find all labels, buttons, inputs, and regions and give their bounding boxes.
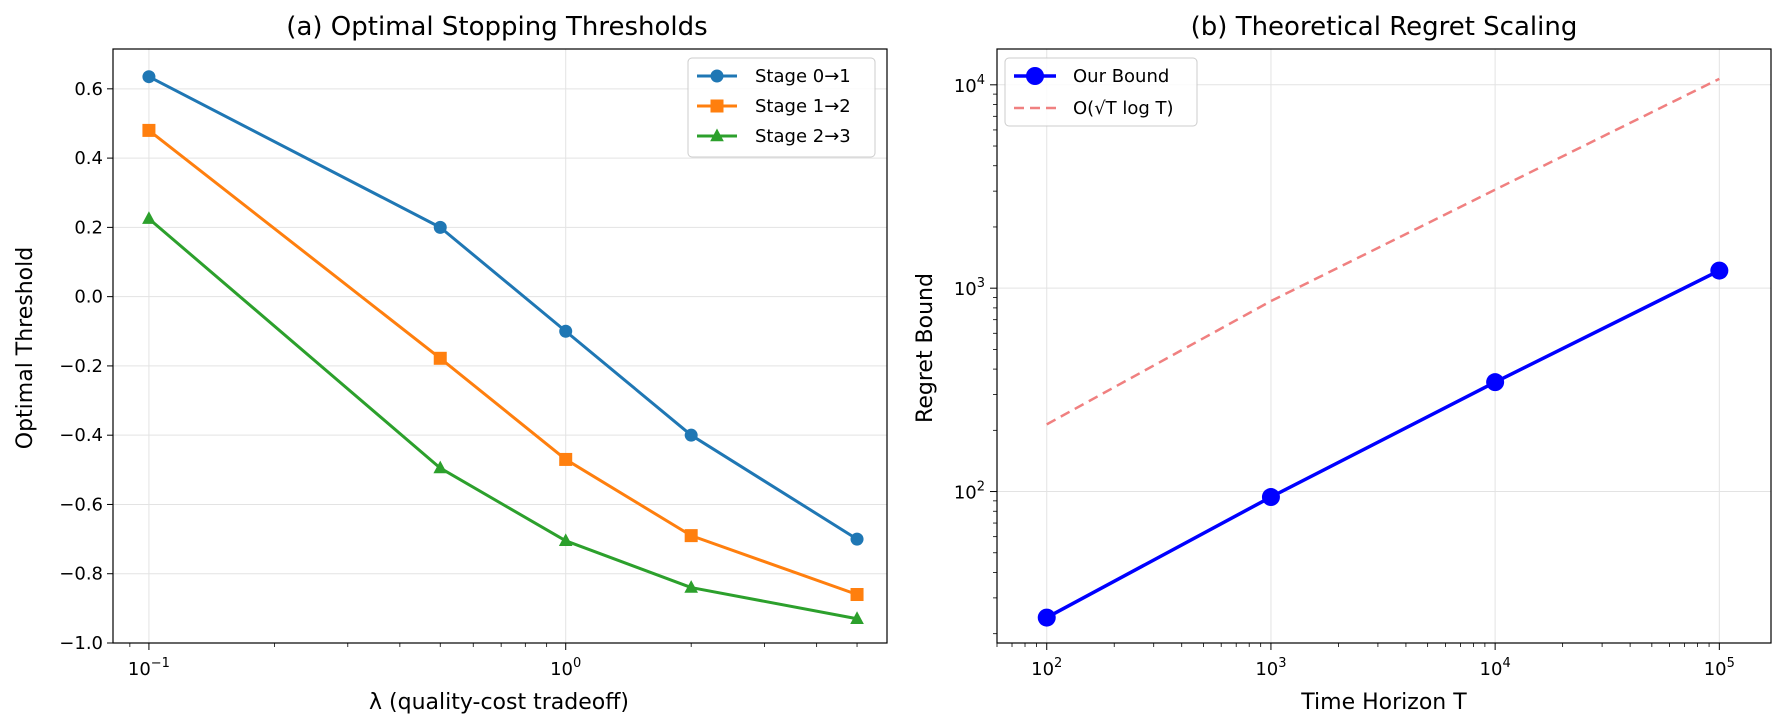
panel-a-ytick-label: −0.6 [59, 494, 103, 515]
panel-a-ytick-label: 0.4 [74, 148, 103, 169]
panel-a: (a) Optimal Stopping Thresholds 0.6 0.4 0.… [13, 12, 888, 715]
panel-b-ylabel: Regret Bound [913, 273, 938, 423]
panel-b-xtick-label-exp: 3 [1278, 656, 1286, 671]
panel-a-point-1-1 [433, 351, 447, 365]
panel-a-xtick-label: 100 [550, 656, 581, 680]
panel-b-series-line-0 [1045, 269, 1721, 620]
panel-a-legend: Stage 0→1 Stage 1→2 Stage 2→3 [687, 57, 876, 158]
panel-b-ytick-label: 103 [954, 276, 985, 300]
panel-b-xtick-label-base: 10 [1704, 659, 1727, 680]
panel-a-point-2-0 [142, 211, 156, 224]
panel-a-ytick-label: −1.0 [59, 633, 103, 654]
panel-a-legend-marker-1 [710, 99, 724, 113]
panel-b-legend-label-0: Our Bound [1073, 66, 1169, 87]
panel-b-ytick-label-exp: 3 [977, 276, 985, 291]
panel-b-ytick-label-exp: 4 [977, 73, 985, 88]
panel-a-point-1-0 [142, 123, 156, 137]
panel-b-point-0-2 [1486, 373, 1505, 392]
panel-b-xtick-label-exp: 4 [1502, 656, 1510, 671]
panel-a-ytick-label: 0.0 [74, 287, 103, 308]
panel-b-xlabel: Time Horizon T [1300, 690, 1467, 715]
panel-a-xtick-label-base: 10 [550, 659, 573, 680]
panel-b-point-0-1 [1261, 488, 1280, 507]
panel-b-grid [997, 49, 1771, 643]
panel-b-frame [996, 48, 1772, 644]
panel-b-xtick-label: 103 [1255, 656, 1286, 680]
panel-b: (b) Theoretical Regret Scaling 102103104… [913, 12, 1772, 715]
panel-b-ytick-label-base: 10 [954, 279, 977, 300]
panel-b-title: (b) Theoretical Regret Scaling [1191, 12, 1578, 42]
panel-b-xtick-label-exp: 5 [1727, 656, 1735, 671]
panel-b-xtick-label-base: 10 [1255, 659, 1278, 680]
panel-a-ytick-label: −0.2 [59, 356, 103, 377]
panel-a-point-2-1 [433, 460, 448, 474]
panel-a-xtick-label: 10−1 [128, 656, 170, 680]
panel-a-legend-box [687, 57, 876, 158]
panel-a-point-2-2 [558, 533, 573, 547]
panel-b-xtick-label: 104 [1480, 656, 1511, 680]
panel-a-xlabel: λ (quality-cost tradeoff) [369, 690, 629, 715]
panel-b-legend-label-1: O(√T log T) [1073, 98, 1174, 119]
panel-a-ylabel: Optimal Threshold [13, 247, 38, 449]
panel-a-ticks: 0.60.40.20.0−0.2−0.4−0.6−0.8−1.010−1 100 [59, 79, 858, 680]
panel-a-legend-marker-0 [710, 69, 724, 83]
panel-b-xtick-label: 105 [1704, 656, 1735, 680]
panel-b-legend-marker-0 [1026, 67, 1044, 85]
panel-a-legend-label-2: Stage 2→3 [755, 126, 851, 147]
panel-a-ytick-label: 0.6 [74, 79, 103, 100]
panel-b-xtick-label-base: 10 [1480, 659, 1503, 680]
panel-b-legend: Our Bound O(√T log T) [1004, 57, 1198, 127]
panel-a-lines [142, 70, 864, 624]
panel-b-point-0-0 [1037, 608, 1056, 627]
panel-a-point-1-4 [850, 588, 864, 602]
panel-a-point-0-4 [850, 532, 864, 546]
panel-a-ytick-label: 0.2 [74, 217, 103, 238]
panel-b-point-0-3 [1710, 261, 1729, 280]
panel-a-title: (a) Optimal Stopping Thresholds [286, 12, 707, 42]
panel-a-xtick-label-base: 10 [128, 659, 151, 680]
panel-a-legend-label-0: Stage 0→1 [755, 66, 851, 87]
panel-a-point-1-2 [559, 452, 573, 466]
panel-a-xtick-label-exp: −1 [151, 656, 170, 671]
panel-b-lines [1037, 77, 1729, 627]
panel-a-point-0-3 [684, 428, 698, 442]
panel-a-legend-marker-2 [710, 128, 724, 142]
panel-a-point-2-3 [684, 580, 699, 593]
panel-b-ytick-label: 104 [954, 73, 985, 97]
panel-b-series-line-1 [1046, 77, 1720, 426]
panel-a-xtick-label-exp: 0 [573, 656, 581, 671]
panel-a-frame [112, 48, 888, 644]
panel-a-point-0-1 [433, 220, 447, 234]
panel-a-ytick-label: −0.4 [59, 425, 103, 446]
panel-a-ytick-label: −0.8 [59, 564, 103, 585]
panel-b-ytick-label-base: 10 [954, 76, 977, 97]
panel-a-point-1-3 [684, 529, 698, 543]
panel-b-xtick-label-base: 10 [1031, 659, 1054, 680]
panel-a-point-0-0 [142, 70, 156, 84]
panel-b-xtick-label: 102 [1031, 656, 1062, 680]
panel-b-ytick-label: 102 [954, 480, 985, 504]
panel-a-point-2-4 [850, 611, 864, 624]
panel-a-series-line-1 [147, 129, 858, 596]
panel-b-ytick-label-exp: 2 [977, 480, 985, 495]
panel-a-point-0-2 [559, 324, 573, 338]
panel-a-legend-label-1: Stage 1→2 [755, 96, 851, 117]
panel-b-xtick-label-exp: 2 [1054, 656, 1062, 671]
panel-b-ytick-label-base: 10 [954, 483, 977, 504]
